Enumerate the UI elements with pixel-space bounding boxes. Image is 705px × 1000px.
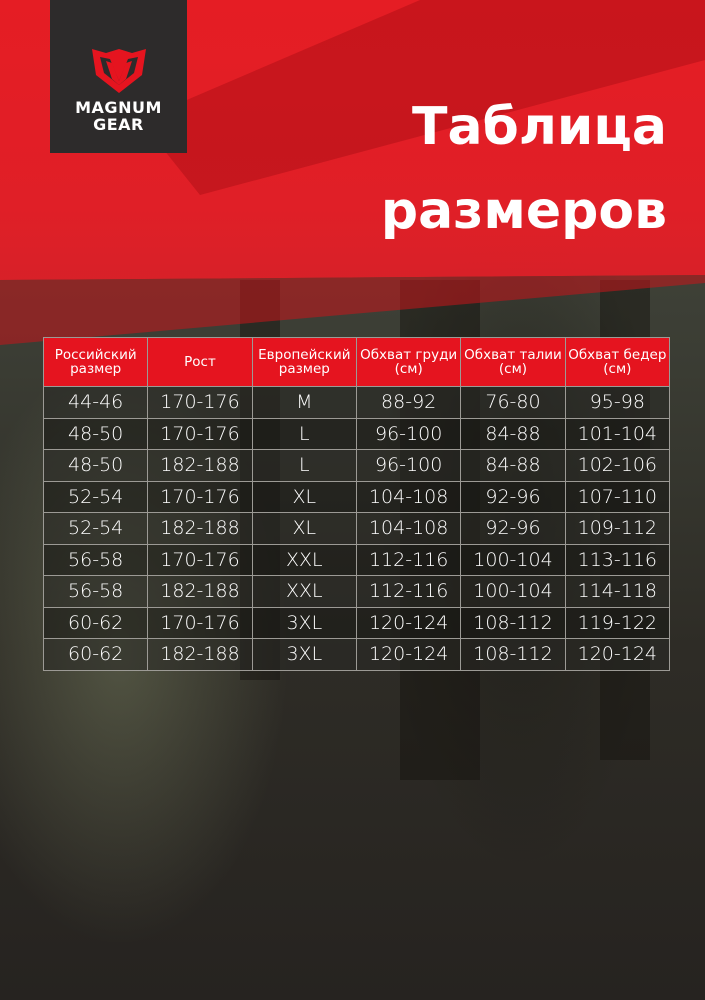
table-cell: 104-108: [355, 480, 462, 513]
column-header: Обхват талии (см): [460, 337, 566, 387]
table-header-row: Российский размер Рост Европейский размер О…: [42, 337, 671, 387]
table-cell: 120-124: [355, 606, 462, 639]
table-cell: 52-54: [42, 480, 149, 513]
page-title: Таблица размеров: [381, 85, 667, 253]
column-header: Российский размер: [42, 337, 149, 387]
table-cell: 48-50: [42, 449, 149, 482]
table-cell: 100-104: [460, 543, 566, 576]
table-row: 48-50 170-176 L 96-100 84-88 101-104: [42, 417, 671, 450]
column-header: Обхват груди (см): [355, 337, 462, 387]
table-cell: 92-96: [460, 512, 566, 545]
table-cell: 170-176: [147, 417, 253, 450]
table-cell: 102-106: [564, 449, 671, 482]
table-cell: XL: [251, 512, 357, 545]
table-row: 60-62 170-176 3XL 120-124 108-112 119-122: [42, 606, 671, 639]
table-cell: 60-62: [42, 638, 149, 671]
table-cell: 104-108: [355, 512, 462, 545]
shield-m-icon: [91, 49, 146, 93]
size-table: Российский размер Рост Европейский размер О…: [42, 337, 671, 671]
title-line: размеров: [380, 181, 667, 241]
table-cell: 107-110: [564, 480, 671, 513]
table-cell: 170-176: [147, 543, 253, 576]
table-cell: 84-88: [460, 449, 566, 482]
table-cell: 100-104: [460, 575, 566, 608]
table-cell: 3XL: [251, 606, 357, 639]
table-cell: 96-100: [355, 417, 462, 450]
column-header: Европейский размер: [251, 337, 357, 387]
table-cell: 84-88: [460, 417, 566, 450]
table-cell: L: [251, 417, 357, 450]
title-line: Таблица: [411, 97, 667, 157]
table-cell: 48-50: [42, 417, 149, 450]
brand-logo: MAGNUM GEAR: [50, 0, 187, 153]
table-row: 56-58 170-176 XXL 112-116 100-104 113-116: [42, 543, 671, 576]
table-row: 48-50 182-188 L 96-100 84-88 102-106: [42, 449, 671, 482]
column-header: Обхват бедер (см): [564, 337, 671, 387]
table-cell: 112-116: [355, 543, 462, 576]
table-cell: 170-176: [147, 480, 253, 513]
table-cell: 109-112: [564, 512, 671, 545]
table-cell: XXL: [251, 575, 357, 608]
table-cell: 101-104: [564, 417, 671, 450]
table-cell: L: [251, 449, 357, 482]
table-cell: 112-116: [355, 575, 462, 608]
table-cell: M: [251, 386, 357, 419]
table-cell: 182-188: [147, 575, 253, 608]
table-cell: 170-176: [147, 386, 253, 419]
table-cell: XXL: [251, 543, 357, 576]
table-cell: 44-46: [42, 386, 149, 419]
table-cell: 120-124: [355, 638, 462, 671]
table-row: 56-58 182-188 XXL 112-116 100-104 114-118: [42, 575, 671, 608]
table-row: 52-54 182-188 XL 104-108 92-96 109-112: [42, 512, 671, 545]
table-cell: 114-118: [564, 575, 671, 608]
table-cell: 170-176: [147, 606, 253, 639]
table-row: 44-46 170-176 M 88-92 76-80 95-98: [42, 386, 671, 419]
column-header: Рост: [147, 337, 253, 387]
table-cell: 52-54: [42, 512, 149, 545]
table-cell: 60-62: [42, 606, 149, 639]
table-cell: 56-58: [42, 575, 149, 608]
table-cell: 120-124: [564, 638, 671, 671]
table-cell: 113-116: [564, 543, 671, 576]
table-cell: 76-80: [460, 386, 566, 419]
logo-text: MAGNUM: [75, 98, 162, 117]
table-cell: 88-92: [355, 386, 462, 419]
table-cell: 108-112: [460, 638, 566, 671]
logo-text: GEAR: [93, 115, 144, 134]
table-cell: 182-188: [147, 449, 253, 482]
table-cell: 96-100: [355, 449, 462, 482]
table-cell: 3XL: [251, 638, 357, 671]
table-cell: 108-112: [460, 606, 566, 639]
table-cell: 56-58: [42, 543, 149, 576]
table-cell: XL: [251, 480, 357, 513]
table-row: 52-54 170-176 XL 104-108 92-96 107-110: [42, 480, 671, 513]
table-cell: 182-188: [147, 638, 253, 671]
table-row: 60-62 182-188 3XL 120-124 108-112 120-124: [42, 638, 671, 671]
table-cell: 182-188: [147, 512, 253, 545]
table-cell: 119-122: [564, 606, 671, 639]
table-cell: 95-98: [564, 386, 671, 419]
table-cell: 92-96: [460, 480, 566, 513]
